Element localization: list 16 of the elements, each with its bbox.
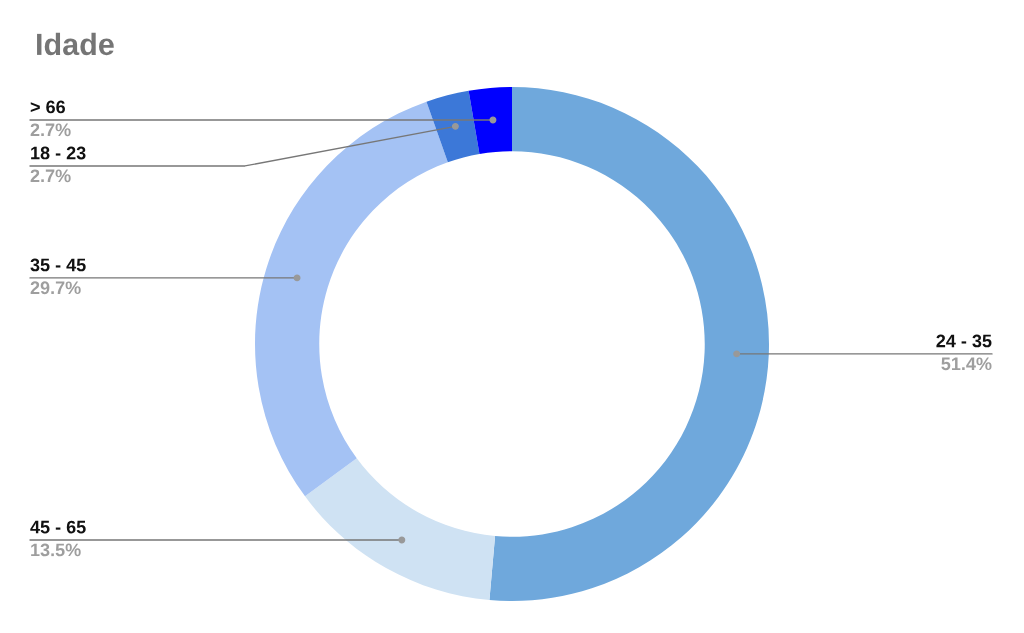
data-label: 29.7% [30,281,81,295]
donut-slice [468,87,512,155]
slice-label: 24 - 35 [936,334,992,348]
data-label: 51.4% [941,357,992,371]
data-label: 13.5% [31,543,81,557]
data-label: 2.7% [30,169,71,183]
donut-slice [489,87,769,601]
donut-slice [426,90,480,163]
slice-label: > 66 [30,100,65,114]
donut-slice [305,458,496,601]
slice-label: 35 - 45 [30,258,86,272]
slice-label: 45 - 65 [30,520,86,534]
data-label: 2.7% [30,123,71,137]
chart-title: Idade [37,32,114,56]
slice-label: 18 - 23 [31,146,86,160]
donut-slice [255,101,448,497]
